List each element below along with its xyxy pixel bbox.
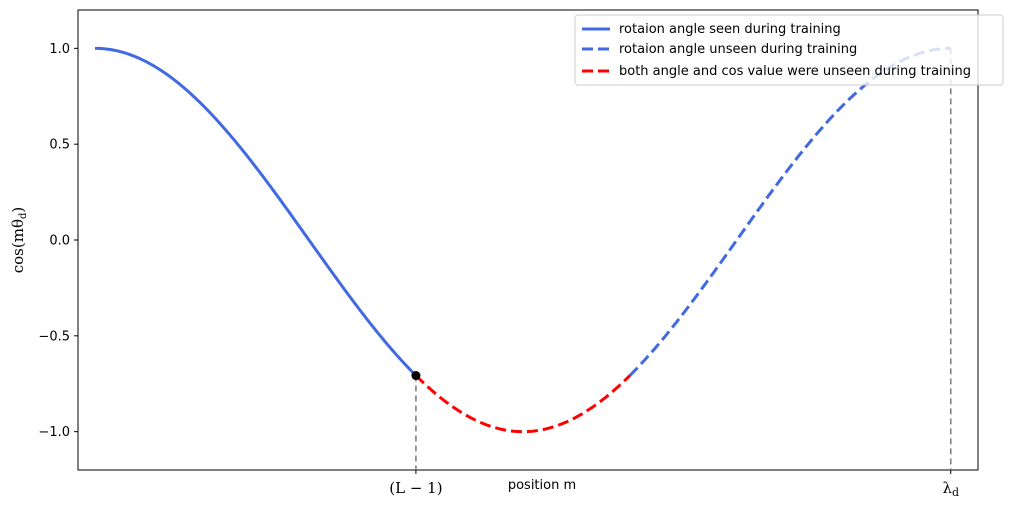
x-axis-label: position m xyxy=(508,478,576,493)
legend: rotaion angle seen during training rotai… xyxy=(574,14,1004,86)
y-axis-label: cos(mθd) xyxy=(9,207,29,274)
x-tick-label-0: (L − 1) xyxy=(389,479,442,497)
y-axis-label-sub: d xyxy=(18,212,29,219)
legend-label-seen: rotaion angle seen during training xyxy=(619,22,841,37)
legend-box xyxy=(574,14,1004,86)
x-tick-label-sub-1: d xyxy=(952,486,959,499)
y-axis-label-close: ) xyxy=(9,207,27,213)
y-tick-label-1: −0.5 xyxy=(38,329,70,344)
x-axis-ticks: (L − 1) λd xyxy=(389,470,959,499)
x-tick-label-main-0: (L − 1) xyxy=(389,479,442,497)
x-tick-label-main-1: λ xyxy=(942,479,952,497)
series-line-2 xyxy=(414,374,631,434)
y-tick-label-2: 0.0 xyxy=(49,234,70,249)
marker-group xyxy=(411,371,421,381)
series-lines xyxy=(95,46,951,434)
y-tick-label-0: −1.0 xyxy=(38,425,70,440)
reference-lines xyxy=(415,48,952,470)
legend-label-unseen: rotaion angle unseen during training xyxy=(619,42,857,57)
legend-label-both-unseen: both angle and cos value were unseen dur… xyxy=(619,64,971,79)
y-axis-ticks: −1.0 −0.5 0.0 0.5 1.0 xyxy=(38,42,78,440)
series-line-1 xyxy=(628,46,951,377)
y-tick-label-4: 1.0 xyxy=(49,42,70,57)
y-tick-label-3: 0.5 xyxy=(49,138,70,153)
marker-point xyxy=(411,371,421,381)
series-line-0 xyxy=(95,46,417,377)
y-axis-label-main: cos(mθ xyxy=(9,219,27,273)
x-tick-label-1: λd xyxy=(942,479,959,499)
